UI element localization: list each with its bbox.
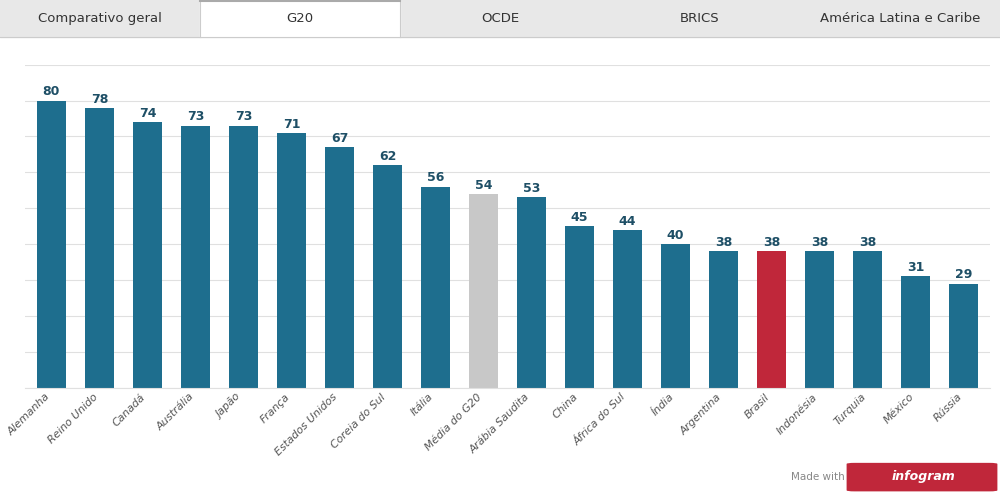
Bar [661, 244, 690, 388]
Text: 54: 54 [475, 179, 492, 192]
Bar [517, 197, 546, 388]
Text: 38: 38 [715, 236, 732, 249]
Bar [37, 100, 66, 388]
Text: Made with: Made with [791, 472, 845, 482]
Bar [901, 276, 930, 388]
Text: 38: 38 [859, 236, 876, 249]
Text: 74: 74 [139, 107, 156, 120]
Bar [229, 126, 258, 388]
Text: 67: 67 [331, 132, 348, 145]
Text: 38: 38 [763, 236, 780, 249]
Text: 62: 62 [379, 150, 396, 163]
Text: 31: 31 [907, 261, 924, 274]
Bar [853, 251, 882, 388]
Text: OCDE: OCDE [481, 12, 519, 25]
Text: G20: G20 [286, 12, 314, 25]
Bar [757, 251, 786, 388]
Text: 40: 40 [667, 229, 684, 242]
Bar [613, 230, 642, 388]
FancyBboxPatch shape [847, 463, 997, 492]
Text: 45: 45 [571, 211, 588, 224]
Bar [565, 226, 594, 388]
Text: 38: 38 [811, 236, 828, 249]
Bar [181, 126, 210, 388]
Bar [373, 165, 402, 388]
Text: Comparativo geral: Comparativo geral [38, 12, 162, 25]
Text: 71: 71 [283, 118, 300, 131]
Bar [200, 0, 400, 37]
Text: infogram: infogram [891, 470, 955, 483]
Bar [469, 194, 498, 388]
Bar [277, 133, 306, 388]
Text: 78: 78 [91, 92, 108, 105]
Bar [325, 147, 354, 388]
Text: BRICS: BRICS [680, 12, 720, 25]
Bar [85, 108, 114, 388]
Text: 73: 73 [235, 110, 252, 123]
Bar [133, 122, 162, 388]
Text: América Latina e Caribe: América Latina e Caribe [820, 12, 980, 25]
Bar [949, 284, 978, 388]
Text: 73: 73 [187, 110, 204, 123]
Text: 80: 80 [43, 85, 60, 98]
Bar [709, 251, 738, 388]
Text: 56: 56 [427, 171, 444, 184]
Text: 53: 53 [523, 182, 540, 195]
Text: 44: 44 [619, 215, 636, 228]
Bar [421, 187, 450, 388]
Bar [805, 251, 834, 388]
Text: 29: 29 [955, 268, 972, 281]
